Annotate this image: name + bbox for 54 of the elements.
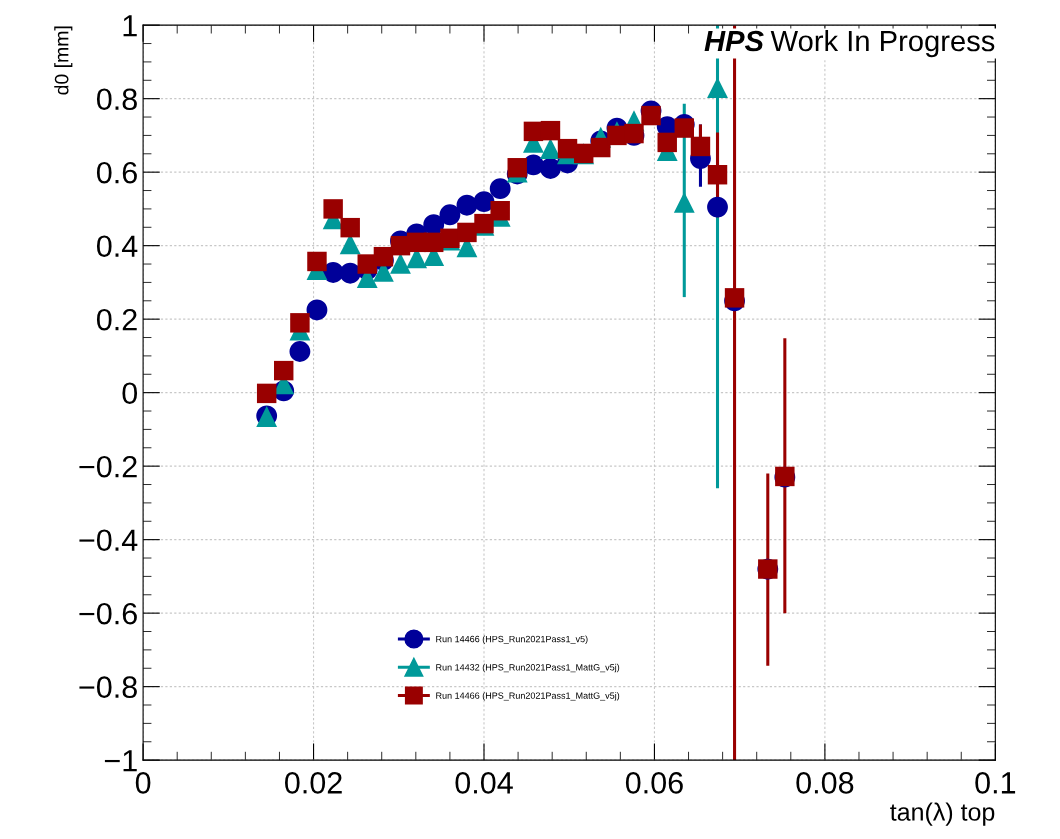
legend-label: Run 14466 (HPS_Run2021Pass1_v5)	[436, 635, 588, 644]
point	[357, 254, 377, 274]
x-tick-label: 0.06	[625, 772, 683, 794]
point	[707, 77, 728, 99]
point	[540, 120, 561, 141]
point	[289, 341, 311, 362]
y-tick-label: −0.8	[79, 676, 137, 699]
point	[256, 383, 277, 404]
x-tick-label: 0.08	[796, 772, 854, 794]
point	[457, 222, 477, 243]
y-tick-label: 0.6	[96, 161, 137, 184]
point	[373, 246, 394, 267]
point	[707, 196, 728, 218]
point	[306, 299, 328, 321]
point	[340, 217, 360, 238]
point	[307, 251, 327, 272]
y-tick-label: 0.2	[96, 308, 137, 331]
point	[339, 262, 361, 284]
x-axis-title: tan(λ) top	[890, 802, 995, 826]
point	[657, 132, 677, 153]
point	[473, 191, 495, 212]
y-tick-label: 0.8	[96, 88, 137, 111]
y-tick-label: −0.6	[79, 602, 137, 625]
point	[507, 158, 527, 178]
point	[674, 118, 694, 138]
legend-label: Run 14466 (HPS_Run2021Pass1_MattG_v5j)	[436, 692, 620, 701]
y-tick-label: −1	[104, 750, 137, 772]
x-tick-label: 0.04	[455, 772, 513, 794]
point	[673, 191, 695, 213]
y-tick-label: 1	[123, 15, 137, 37]
annotation: Work In Progress	[770, 29, 995, 58]
point	[540, 138, 561, 160]
point	[439, 204, 461, 226]
point	[707, 165, 728, 185]
x-tick-label: 0.02	[285, 772, 342, 794]
point	[591, 137, 611, 158]
point	[456, 194, 478, 216]
point	[390, 252, 411, 274]
point	[690, 136, 711, 157]
point	[274, 360, 294, 381]
annotation: HPS	[704, 30, 764, 52]
point	[290, 313, 310, 333]
point	[641, 105, 661, 126]
y-tick-label: −0.4	[79, 529, 138, 552]
y-tick-label: 0	[122, 382, 138, 405]
point	[490, 201, 510, 221]
y-tick-label: −0.2	[79, 455, 137, 478]
point	[489, 178, 511, 200]
point	[323, 199, 343, 219]
point	[540, 158, 561, 179]
x-tick-label: 0.1	[975, 772, 1016, 794]
legend-label: Run 14432 (HPS_Run2021Pass1_MattG_v5j)	[436, 663, 620, 673]
y-tick-label: 0.4	[96, 235, 138, 258]
y-axis-title: d0 [mm]	[54, 26, 73, 95]
